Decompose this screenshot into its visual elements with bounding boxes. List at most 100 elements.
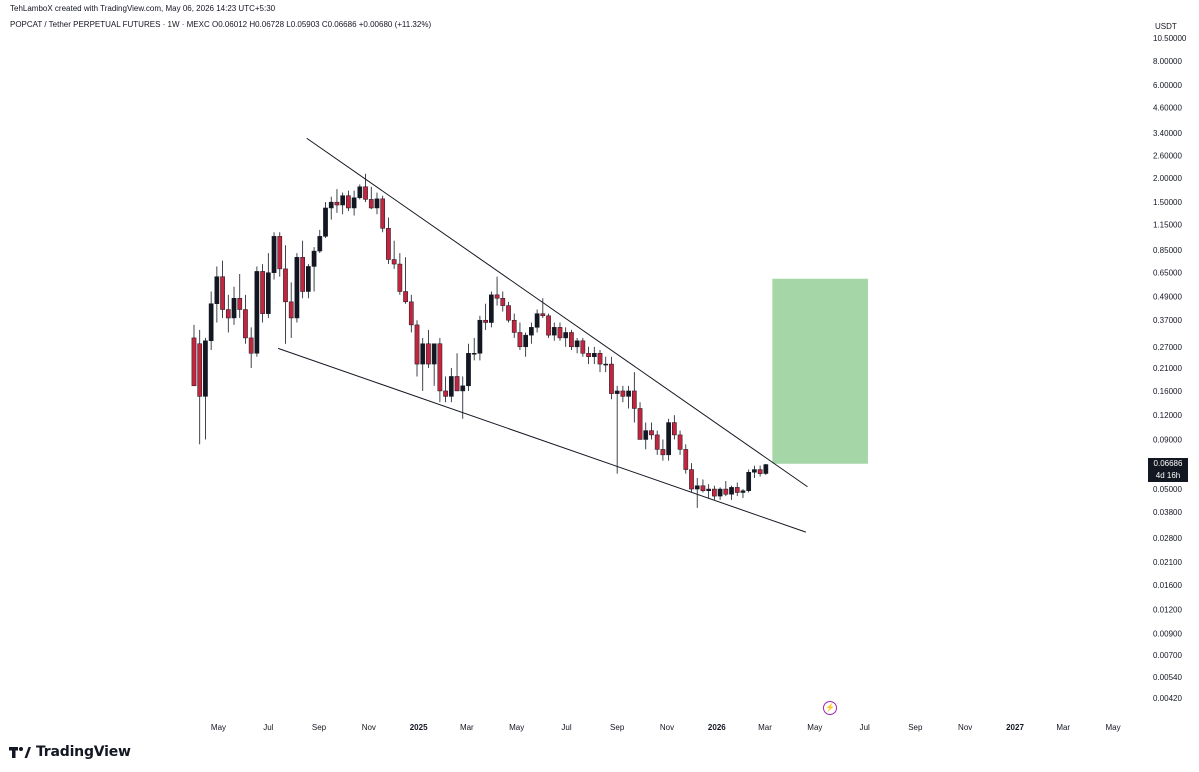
- time-axis[interactable]: May Jul Sep Nov 2025 Mar May Jul Sep Nov 2026 Mar Ma…: [211, 723, 1121, 732]
- candle-body: [334, 201, 340, 206]
- candle-body: [609, 363, 614, 394]
- candle-body: [323, 207, 328, 237]
- brand-name: TradingView: [36, 744, 131, 760]
- candle-body: [203, 340, 208, 397]
- candle-body: [631, 390, 637, 409]
- price-tick-label: 4.60000: [1153, 104, 1182, 113]
- candle-body: [551, 327, 557, 336]
- candle-body: [500, 298, 506, 306]
- candle-body: [694, 485, 700, 490]
- candle-body: [265, 272, 271, 314]
- candle-body: [431, 343, 437, 365]
- price-tick-label: 0.05000: [1153, 485, 1182, 494]
- candle-body: [729, 487, 734, 495]
- time-tick-label: Sep: [312, 723, 327, 732]
- price-tick-label: 0.12000: [1153, 411, 1182, 420]
- candle-body: [248, 337, 254, 354]
- time-tick-label: Nov: [362, 723, 376, 732]
- candle-body: [649, 430, 654, 436]
- time-tick-label: Sep: [610, 723, 625, 732]
- price-axis[interactable]: 10.50000 8.00000 6.00000 4.60000 3.40000 2.60…: [1153, 34, 1187, 703]
- candle-body: [523, 334, 529, 348]
- candle-body: [311, 250, 317, 267]
- candle-body: [666, 422, 671, 456]
- candle-body: [591, 353, 597, 357]
- candle-body: [368, 199, 374, 209]
- candle-body: [448, 376, 454, 397]
- candle-body: [243, 309, 248, 339]
- time-tick-label: May: [509, 723, 524, 732]
- price-tick-label: 0.00900: [1153, 630, 1182, 639]
- candle-body: [374, 198, 380, 209]
- trendlines-layer: [277, 137, 808, 533]
- bar-countdown: 4d 16h: [1155, 470, 1181, 480]
- candle-body: [534, 313, 540, 328]
- candle-body: [689, 469, 694, 490]
- price-tick-label: 8.00000: [1153, 57, 1182, 66]
- candle-body: [540, 313, 546, 317]
- candle-body: [408, 301, 414, 326]
- candle-body: [557, 327, 563, 339]
- candle-body: [529, 327, 534, 336]
- author-credit: TehLamboX created with TradingView.com, …: [10, 4, 276, 13]
- candle-body: [763, 464, 769, 474]
- time-tick-label: Jul: [860, 723, 870, 732]
- price-tick-label: 0.85000: [1153, 246, 1182, 255]
- candle-body: [580, 340, 586, 354]
- candle-body: [260, 271, 265, 314]
- candle-body: [563, 332, 569, 339]
- price-tick-label: 2.60000: [1153, 152, 1182, 161]
- candle-body: [603, 363, 609, 366]
- target-zone-layer: [772, 278, 868, 464]
- candle-body: [660, 449, 666, 456]
- price-tick-label: 0.16000: [1153, 387, 1182, 396]
- symbol-legend[interactable]: POPCAT / Tether PERPETUAL FUTURES · 1W ·…: [10, 20, 432, 29]
- target-zone: [772, 278, 868, 464]
- candle-body: [654, 434, 660, 450]
- candle-body: [191, 337, 197, 387]
- candle-body: [477, 319, 483, 354]
- candle-body: [426, 343, 431, 365]
- time-tick-label: 2026: [708, 723, 726, 732]
- candle-body: [757, 469, 763, 474]
- price-tick-label: 0.01600: [1153, 581, 1182, 590]
- price-tick-label: 0.03800: [1153, 508, 1182, 517]
- currency-label[interactable]: USDT: [1155, 22, 1177, 31]
- candle-body: [363, 186, 368, 200]
- price-tick-label: 0.02100: [1153, 558, 1182, 567]
- candle-body: [220, 276, 225, 310]
- time-tick-label: Jul: [561, 723, 571, 732]
- time-tick-label: Jul: [263, 723, 273, 732]
- candle-body: [340, 195, 346, 206]
- candle-body: [460, 385, 466, 392]
- candle-body: [420, 343, 426, 365]
- trendline-upper: [306, 137, 808, 488]
- price-tick-label: 0.21000: [1153, 364, 1182, 373]
- candle-body: [734, 487, 740, 493]
- candle-body: [277, 236, 283, 270]
- price-tick-label: 0.00540: [1153, 673, 1182, 682]
- last-price-tag: 0.06686 4d 16h: [1148, 457, 1188, 482]
- candle-body: [620, 390, 626, 397]
- candle-body: [346, 195, 351, 209]
- candle-body: [546, 315, 551, 336]
- candle-body: [288, 301, 294, 319]
- lightning-icon[interactable]: ⚡: [823, 701, 837, 715]
- candle-body: [225, 309, 231, 319]
- candle-body: [357, 186, 363, 199]
- candle-body: [437, 343, 443, 392]
- time-tick-label: May: [807, 723, 822, 732]
- candle-body: [300, 257, 305, 292]
- time-tick-label: 2027: [1006, 723, 1024, 732]
- time-tick-label: May: [1105, 723, 1120, 732]
- candle-body: [643, 430, 649, 440]
- candle-body: [740, 490, 746, 493]
- tradingview-brand[interactable]: TradingView: [9, 744, 131, 760]
- price-tick-label: 0.65000: [1153, 269, 1182, 278]
- candle-body: [386, 228, 391, 260]
- candle-body: [700, 485, 706, 492]
- candle-body: [237, 298, 243, 310]
- candle-body: [671, 422, 677, 436]
- candle-body: [208, 303, 214, 342]
